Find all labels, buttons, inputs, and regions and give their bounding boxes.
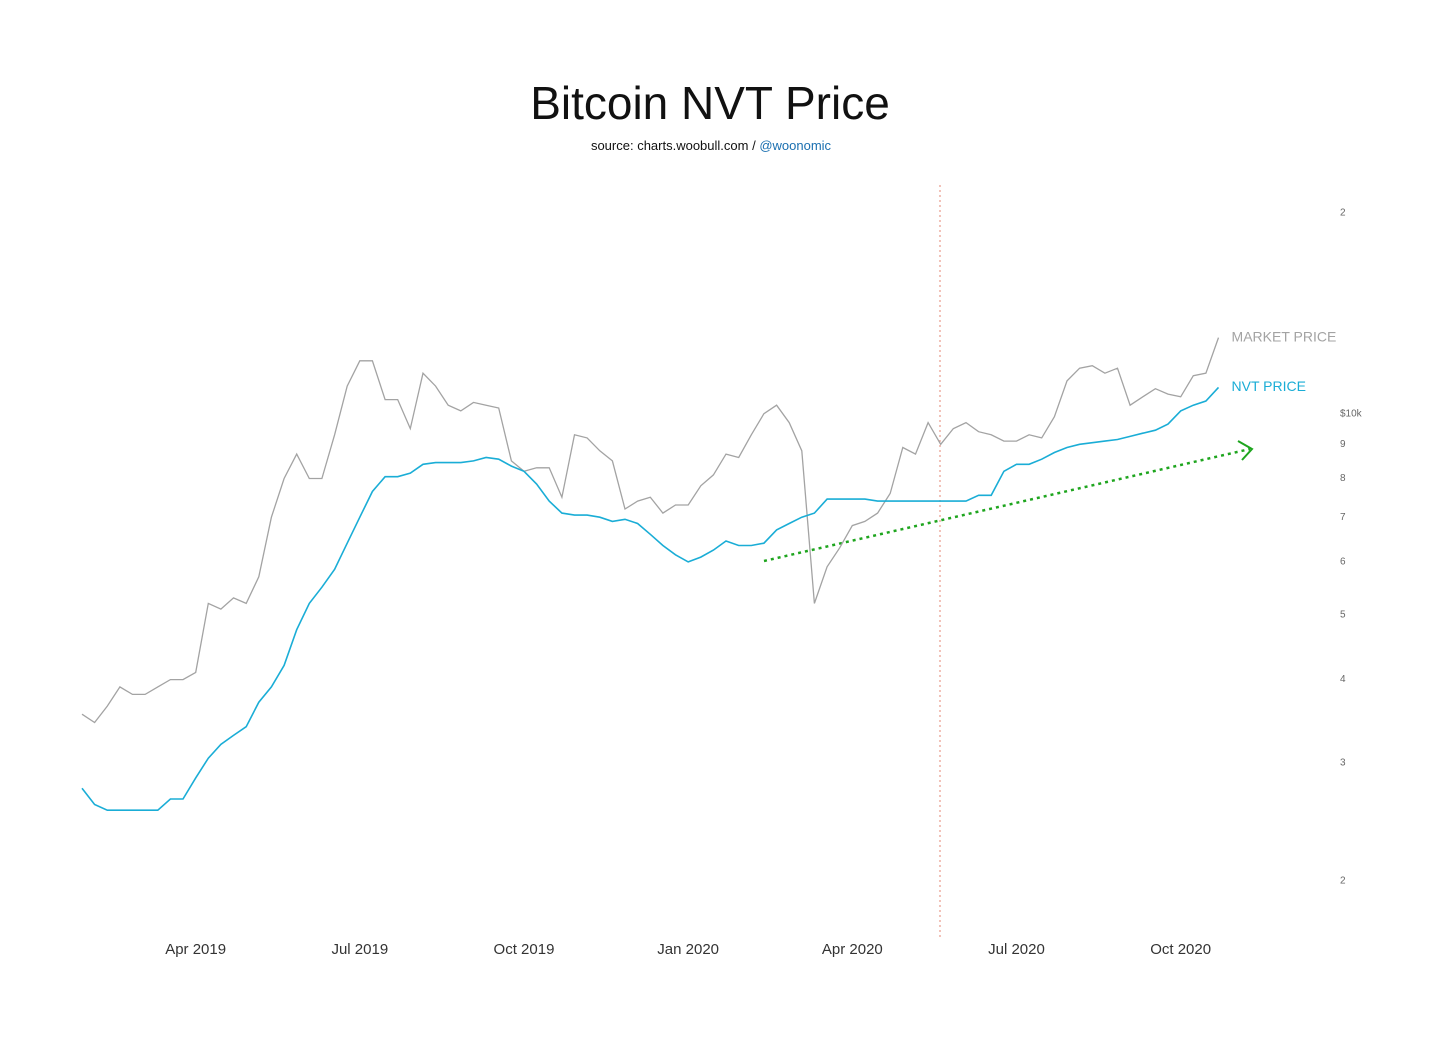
x-tick-label: Oct 2019: [494, 941, 555, 958]
y-tick-label: 3: [1340, 758, 1346, 769]
y-tick-label: 9: [1340, 439, 1346, 450]
legend-label: NVT PRICE: [1232, 378, 1306, 394]
trend-arrowhead: [1237, 440, 1254, 461]
x-tick-label: Jan 2020: [657, 941, 719, 958]
y-tick-label: $10k: [1340, 408, 1363, 419]
legend-label: MARKET PRICE: [1232, 328, 1337, 344]
y-tick-label: 2: [1340, 875, 1346, 886]
y-tick-label: 8: [1340, 473, 1346, 484]
y-tick-label: 6: [1340, 557, 1346, 568]
trend-arrow: [763, 447, 1251, 563]
x-tick-label: Oct 2020: [1150, 941, 1211, 958]
x-tick-label: Jul 2020: [988, 941, 1045, 958]
y-tick-label: 5: [1340, 609, 1346, 620]
chart-title: Bitcoin NVT Price: [530, 77, 890, 129]
x-tick-label: Apr 2020: [822, 941, 883, 958]
series-line: [81, 386, 1220, 811]
series-line: [81, 337, 1220, 724]
y-tick-label: 2: [1340, 207, 1346, 218]
y-tick-label: 7: [1340, 512, 1346, 523]
x-tick-label: Apr 2019: [165, 941, 226, 958]
y-tick-label: 4: [1340, 674, 1346, 685]
subtitle-handle: @woonomic: [759, 138, 831, 153]
x-tick-label: Jul 2019: [331, 941, 388, 958]
subtitle-source: source: charts.woobull.com /: [591, 138, 756, 153]
chart-subtitle: source: charts.woobull.com / @woonomic: [591, 138, 832, 153]
